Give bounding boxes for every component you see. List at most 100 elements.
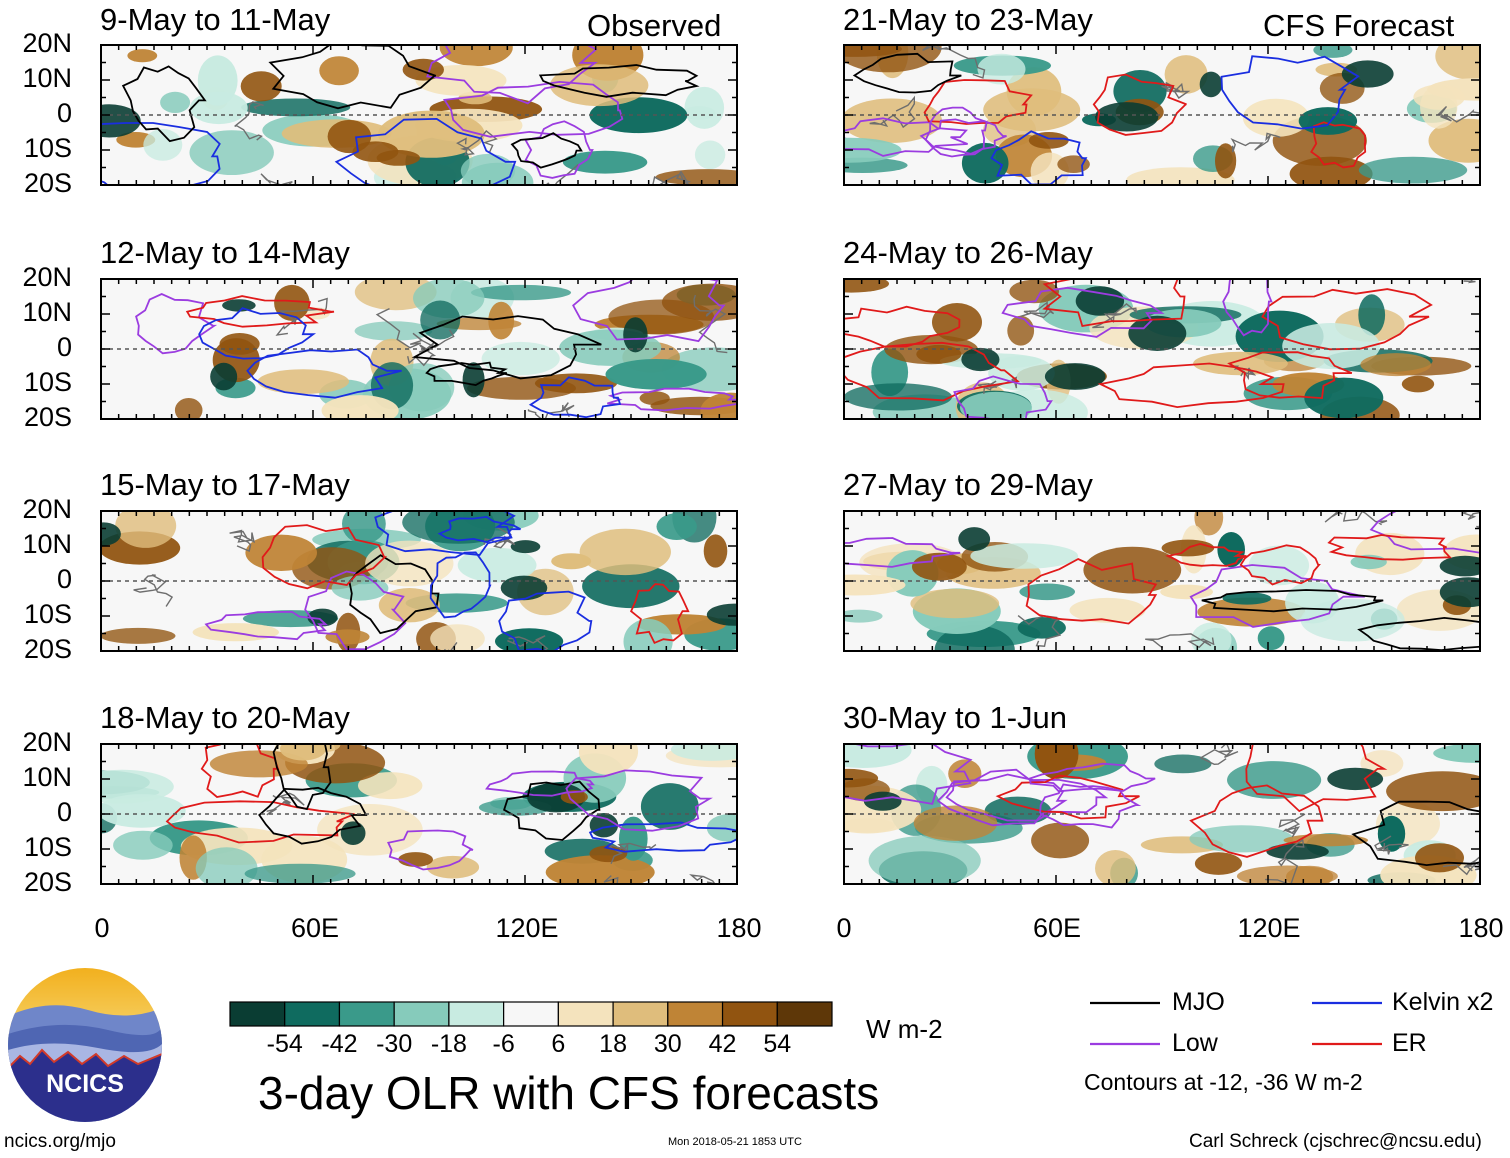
strong-wet-core — [958, 527, 991, 552]
wet-anomaly-shading — [1227, 761, 1322, 799]
x-tick-120e-left: 120E — [495, 913, 559, 943]
wet-anomaly-shading — [960, 391, 1032, 419]
y-tick-label: 0 — [56, 797, 72, 827]
strong-wet-core — [1095, 102, 1159, 132]
dry-anomaly-shading — [1126, 167, 1235, 185]
wet-anomaly-shading — [1191, 622, 1232, 651]
dry-anomaly-shading — [910, 588, 1000, 619]
strong-wet-core — [500, 575, 548, 601]
colorbar-swatch — [721, 1001, 778, 1027]
anomaly-contour — [995, 774, 1140, 820]
dry-anomaly-shading — [1435, 45, 1480, 81]
wet-anomaly-shading — [101, 769, 174, 804]
wet-anomaly-shading — [195, 847, 258, 884]
colorbar-swatch — [338, 1001, 395, 1027]
y-tick-label: 10S — [23, 832, 72, 862]
dry-anomaly-shading — [308, 744, 341, 752]
strong-wet-core — [222, 299, 256, 312]
x-tick-0-right: 0 — [836, 913, 852, 943]
strong-wet-core — [1266, 843, 1329, 860]
coastline — [652, 170, 691, 185]
anomaly-contour — [304, 570, 407, 651]
wet-anomaly-shading — [844, 744, 912, 768]
strong-dry-core — [240, 71, 282, 102]
dry-anomaly-shading — [550, 64, 649, 107]
strong-wet-core — [101, 522, 121, 546]
strong-wet-core — [1439, 555, 1480, 577]
anomaly-contour — [923, 79, 1033, 125]
y-tick-label: 20N — [22, 28, 72, 58]
wet-anomaly-shading — [605, 359, 707, 390]
strong-wet-core — [340, 821, 366, 845]
strong-wet-core — [210, 362, 238, 391]
legend-kelvin-label: Kelvin x2 — [1392, 988, 1494, 1016]
main-title: 3-day OLR with CFS forecasts — [258, 1067, 880, 1119]
y-tick-label: 10N — [22, 529, 72, 559]
x-tick-180-left: 180 — [716, 913, 762, 943]
strong-wet-core — [623, 317, 648, 353]
x-tick-0-left: 0 — [94, 913, 110, 943]
anomaly-contour — [844, 537, 961, 568]
dry-anomaly-shading — [209, 750, 308, 778]
anomaly-contour — [411, 315, 602, 380]
wet-anomaly-shading — [1222, 592, 1272, 605]
wet-anomaly-shading — [868, 835, 981, 884]
anomaly-contour — [919, 118, 1007, 155]
y-tick-label: 20N — [22, 727, 72, 757]
colorbar-swatch — [557, 1001, 614, 1027]
wet-anomaly-shading — [113, 830, 173, 860]
strong-wet-core — [527, 782, 585, 813]
coastline — [603, 875, 619, 884]
dry-anomaly-shading — [1428, 118, 1480, 163]
anomaly-contour — [629, 583, 690, 645]
dry-anomaly-shading — [534, 373, 618, 394]
y-tick-label: 20S — [23, 168, 72, 198]
y-tick-label: 20S — [23, 634, 72, 664]
strong-wet-core — [1128, 315, 1187, 351]
wet-anomaly-shading — [844, 609, 883, 623]
dry-anomaly-shading — [319, 56, 359, 86]
anomaly-contour — [1001, 286, 1165, 338]
colorbar-tick-label: -42 — [321, 1030, 358, 1058]
anomaly-contour — [1369, 511, 1480, 554]
wet-anomaly-shading — [670, 744, 737, 761]
wet-anomaly-shading — [1154, 754, 1212, 774]
strong-dry-core — [1028, 132, 1069, 149]
anomaly-contour — [498, 590, 593, 651]
dry-anomaly-shading — [1069, 597, 1146, 623]
dry-anomaly-shading — [844, 279, 889, 293]
coastline — [527, 402, 575, 419]
wet-anomaly-shading — [481, 341, 560, 376]
wet-anomaly-shading — [370, 362, 414, 410]
olr-panel-4 — [100, 743, 738, 885]
dry-anomaly-shading — [1194, 511, 1224, 536]
anomaly-contour — [510, 132, 583, 169]
wet-anomaly-shading — [1313, 45, 1353, 58]
footer-url-link[interactable]: ncics.org/mjo — [4, 1131, 116, 1152]
anomaly-contour — [437, 515, 521, 544]
colorbar-swatch — [448, 1001, 505, 1027]
wet-anomaly-shading — [241, 98, 351, 117]
y-tick-label: 20S — [23, 402, 72, 432]
strong-wet-core — [961, 347, 1000, 372]
y-tick-label: 10N — [22, 297, 72, 327]
y-tick-label: 20S — [23, 867, 72, 897]
y-tick-label: 10S — [23, 367, 72, 397]
dry-anomaly-shading — [317, 804, 423, 856]
dry-anomaly-shading — [1193, 351, 1288, 376]
colorbar-tick-label: 30 — [653, 1030, 682, 1058]
olr-panel-8 — [843, 743, 1481, 885]
strong-wet-core — [1075, 286, 1125, 316]
observed-header: Observed — [587, 8, 722, 43]
dry-anomaly-shading — [358, 772, 423, 800]
strong-wet-core — [1044, 363, 1106, 390]
x-tick-60e-left: 60E — [290, 913, 340, 943]
strong-dry-core — [1415, 843, 1464, 873]
colorbar-swatch — [503, 1001, 559, 1027]
wet-anomaly-shading — [977, 53, 1026, 85]
panel-title-fcst-2: 24-May to 26-May — [843, 235, 1093, 270]
coastline — [229, 529, 256, 552]
anomaly-contour — [258, 786, 368, 845]
dry-anomaly-shading — [1386, 771, 1480, 812]
panel-title-obs-2: 12-May to 14-May — [100, 235, 350, 270]
